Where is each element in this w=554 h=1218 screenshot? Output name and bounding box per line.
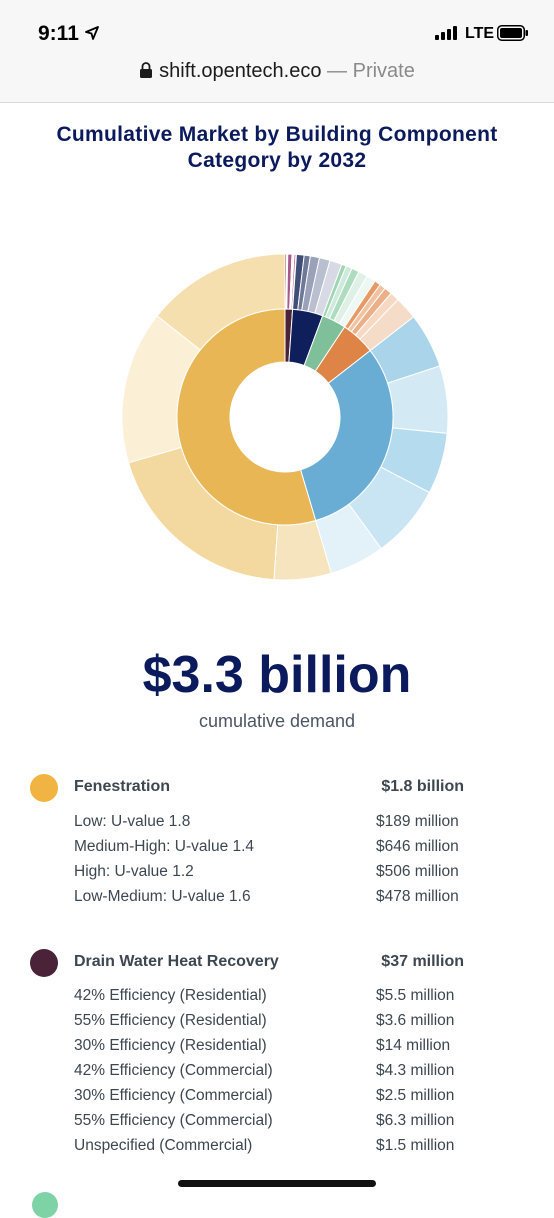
- legend-item-label: Unspecified (Commercial): [74, 1137, 253, 1154]
- status-time: 9:11: [38, 22, 79, 45]
- legend-item-value: $3.6 million: [376, 1012, 455, 1029]
- outer-ring: [121, 253, 449, 581]
- battery-icon: [497, 25, 528, 41]
- legend-dot: [30, 949, 58, 977]
- legend-item-value: $2.5 million: [376, 1087, 455, 1104]
- legend-group-name: Fenestration: [74, 778, 171, 795]
- legend-dot: [30, 774, 58, 802]
- legend-item-label: 42% Efficiency (Residential): [74, 987, 267, 1004]
- url-host: shift.opentech.eco: [159, 60, 322, 82]
- legend-item-label: 55% Efficiency (Residential): [74, 1012, 267, 1029]
- total-value: $3.3 billion: [142, 646, 412, 704]
- total-caption: cumulative demand: [198, 711, 356, 731]
- legend-group-total: $1.8 billion: [381, 778, 464, 795]
- url-separator: —: [327, 60, 348, 82]
- home-indicator[interactable]: [178, 1180, 376, 1187]
- chart-title: Cumulative Market by Building Component …: [56, 123, 498, 172]
- inner-ring: [176, 308, 394, 526]
- legend-item-label: 30% Efficiency (Residential): [74, 1037, 267, 1054]
- lock-icon: [140, 62, 153, 78]
- network-type: LTE: [465, 25, 495, 42]
- inner-slice-fenestration[interactable]: [176, 308, 317, 526]
- legend-item-value: $646 million: [376, 838, 459, 855]
- legend-item-label: Low-Medium: U-value 1.6: [74, 888, 251, 905]
- legend-item-label: 30% Efficiency (Commercial): [74, 1087, 273, 1104]
- status-bar: 9:11 LTE: [0, 0, 554, 58]
- legend-item-value: $5.5 million: [376, 987, 455, 1004]
- legend-group-total: $37 million: [381, 953, 464, 970]
- legend-item-label: 42% Efficiency (Commercial): [74, 1062, 273, 1079]
- legend-dot-next-group: [32, 1192, 58, 1218]
- legend-group-name: Drain Water Heat Recovery: [74, 953, 279, 970]
- cell-signal-icon: [435, 26, 457, 40]
- address-bar[interactable]: shift.opentech.eco — Private: [0, 58, 554, 103]
- legend-item-value: $1.5 million: [376, 1137, 455, 1154]
- location-arrow-icon: [85, 26, 99, 40]
- legend-item-label: Low: U-value 1.8: [74, 813, 191, 830]
- legend-item-label: High: U-value 1.2: [74, 863, 194, 880]
- legend-item-label: Medium-High: U-value 1.4: [74, 838, 255, 855]
- legend-item-value: $6.3 million: [376, 1112, 455, 1129]
- legend-item-value: $478 million: [376, 888, 459, 905]
- legend-item-value: $14 million: [376, 1037, 451, 1054]
- sunburst-chart: [121, 253, 449, 581]
- private-mode-label: Private: [352, 60, 415, 82]
- legend-item-value: $189 million: [376, 813, 459, 830]
- legend-item-label: 55% Efficiency (Commercial): [74, 1112, 273, 1129]
- inner-slice-category-6[interactable]: [300, 349, 394, 522]
- legend-item-value: $4.3 million: [376, 1062, 455, 1079]
- legend-item-value: $506 million: [376, 863, 459, 880]
- url-display[interactable]: shift.opentech.eco — Private: [0, 60, 554, 83]
